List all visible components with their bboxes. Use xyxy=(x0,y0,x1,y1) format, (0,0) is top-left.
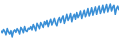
line-series xyxy=(1,4,119,37)
plot-area xyxy=(1,4,119,37)
chart-svg xyxy=(0,0,120,45)
chart-root xyxy=(0,0,120,45)
